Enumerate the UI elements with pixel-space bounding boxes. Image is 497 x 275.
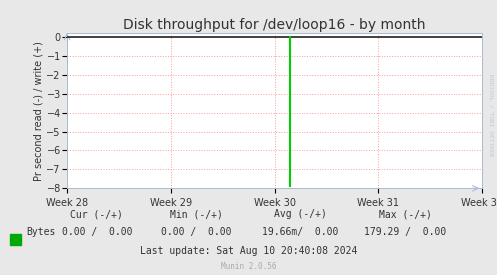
Title: Disk throughput for /dev/loop16 - by month: Disk throughput for /dev/loop16 - by mon… bbox=[123, 18, 426, 32]
Text: 179.29 /  0.00: 179.29 / 0.00 bbox=[364, 227, 446, 237]
Text: Munin 2.0.56: Munin 2.0.56 bbox=[221, 262, 276, 271]
Text: 0.00 /  0.00: 0.00 / 0.00 bbox=[62, 227, 132, 237]
Text: RRDTOOL / TOBI OETIKER: RRDTOOL / TOBI OETIKER bbox=[489, 74, 494, 157]
Text: Avg (-/+): Avg (-/+) bbox=[274, 209, 327, 219]
Text: Min (-/+): Min (-/+) bbox=[170, 209, 223, 219]
Text: Bytes: Bytes bbox=[26, 227, 55, 237]
Text: Cur (-/+): Cur (-/+) bbox=[71, 209, 123, 219]
Text: 0.00 /  0.00: 0.00 / 0.00 bbox=[161, 227, 232, 237]
Text: Last update: Sat Aug 10 20:40:08 2024: Last update: Sat Aug 10 20:40:08 2024 bbox=[140, 246, 357, 256]
Text: 19.66m/  0.00: 19.66m/ 0.00 bbox=[262, 227, 339, 237]
Text: Max (-/+): Max (-/+) bbox=[379, 209, 431, 219]
Y-axis label: Pr second read (-) / write (+): Pr second read (-) / write (+) bbox=[34, 41, 44, 181]
